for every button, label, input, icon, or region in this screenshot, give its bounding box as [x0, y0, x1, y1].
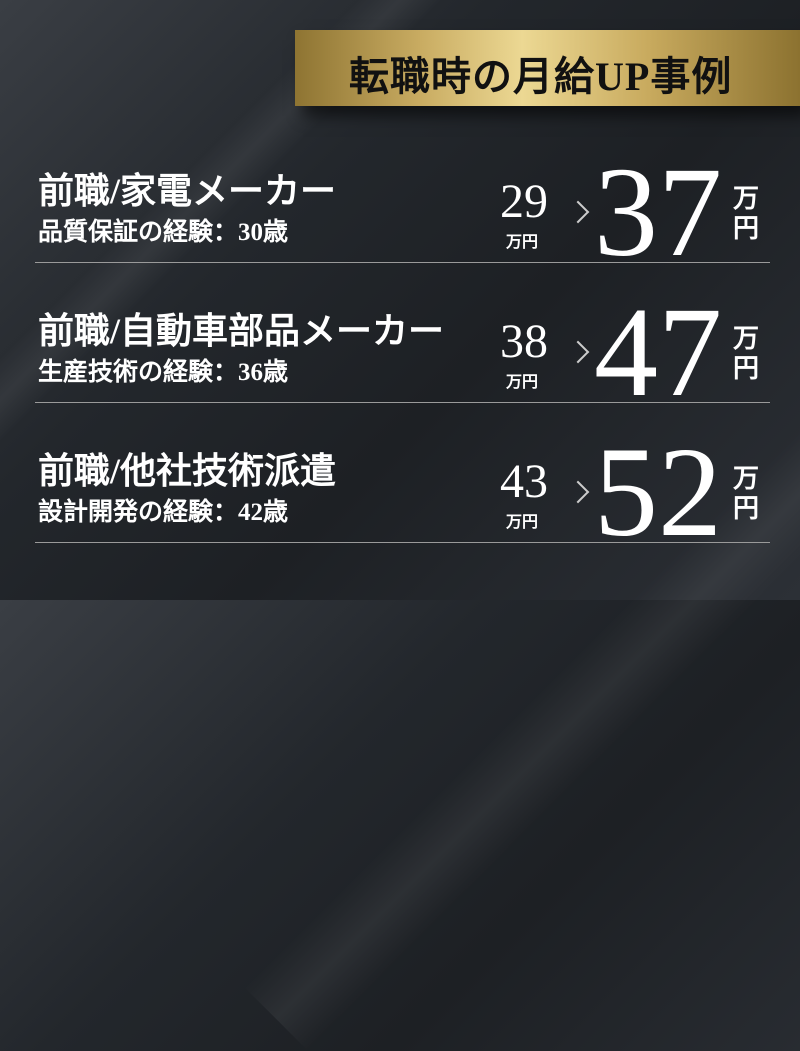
salary-after: 52 [594, 421, 722, 563]
case-subtitle: 設計開発の経験：42歳 [38, 499, 289, 526]
case-subtitle: 生産技術の経験：36歳 [38, 359, 289, 386]
chevron-right-icon [566, 480, 590, 504]
case-title: 前職/家電メーカー [38, 171, 337, 211]
salary-before-unit: 万円 [506, 234, 539, 251]
case-subtitle: 品質保証の経験：30歳 [38, 219, 289, 246]
salary-before-unit: 万円 [506, 514, 539, 531]
case-row: 前職/他社技術派遣 設計開発の経験：42歳 43 万円 52 万円 [0, 422, 800, 562]
salary-before-unit: 万円 [506, 374, 539, 391]
header-banner: 転職時の月給UP事例 [295, 30, 800, 106]
salary-after-unit: 万円 [733, 184, 760, 243]
salary-after: 47 [594, 281, 722, 423]
divider [35, 542, 770, 543]
salary-after: 37 [594, 141, 722, 283]
case-title: 前職/自動車部品メーカー [38, 311, 445, 351]
salary-before: 38 [500, 315, 548, 368]
chevron-right-icon [566, 340, 590, 364]
header-title: 転職時の月給UP事例 [349, 54, 733, 99]
divider [35, 402, 770, 403]
salary-after-unit: 万円 [733, 464, 760, 523]
case-title: 前職/他社技術派遣 [38, 451, 337, 491]
salary-after-unit: 万円 [733, 324, 760, 383]
salary-before: 43 [500, 455, 548, 508]
case-row: 前職/家電メーカー 品質保証の経験：30歳 29 万円 37 万円 [0, 142, 800, 282]
chevron-right-icon [566, 200, 590, 224]
divider [35, 262, 770, 263]
case-row: 前職/自動車部品メーカー 生産技術の経験：36歳 38 万円 47 万円 [0, 282, 800, 422]
salary-before: 29 [500, 175, 548, 228]
